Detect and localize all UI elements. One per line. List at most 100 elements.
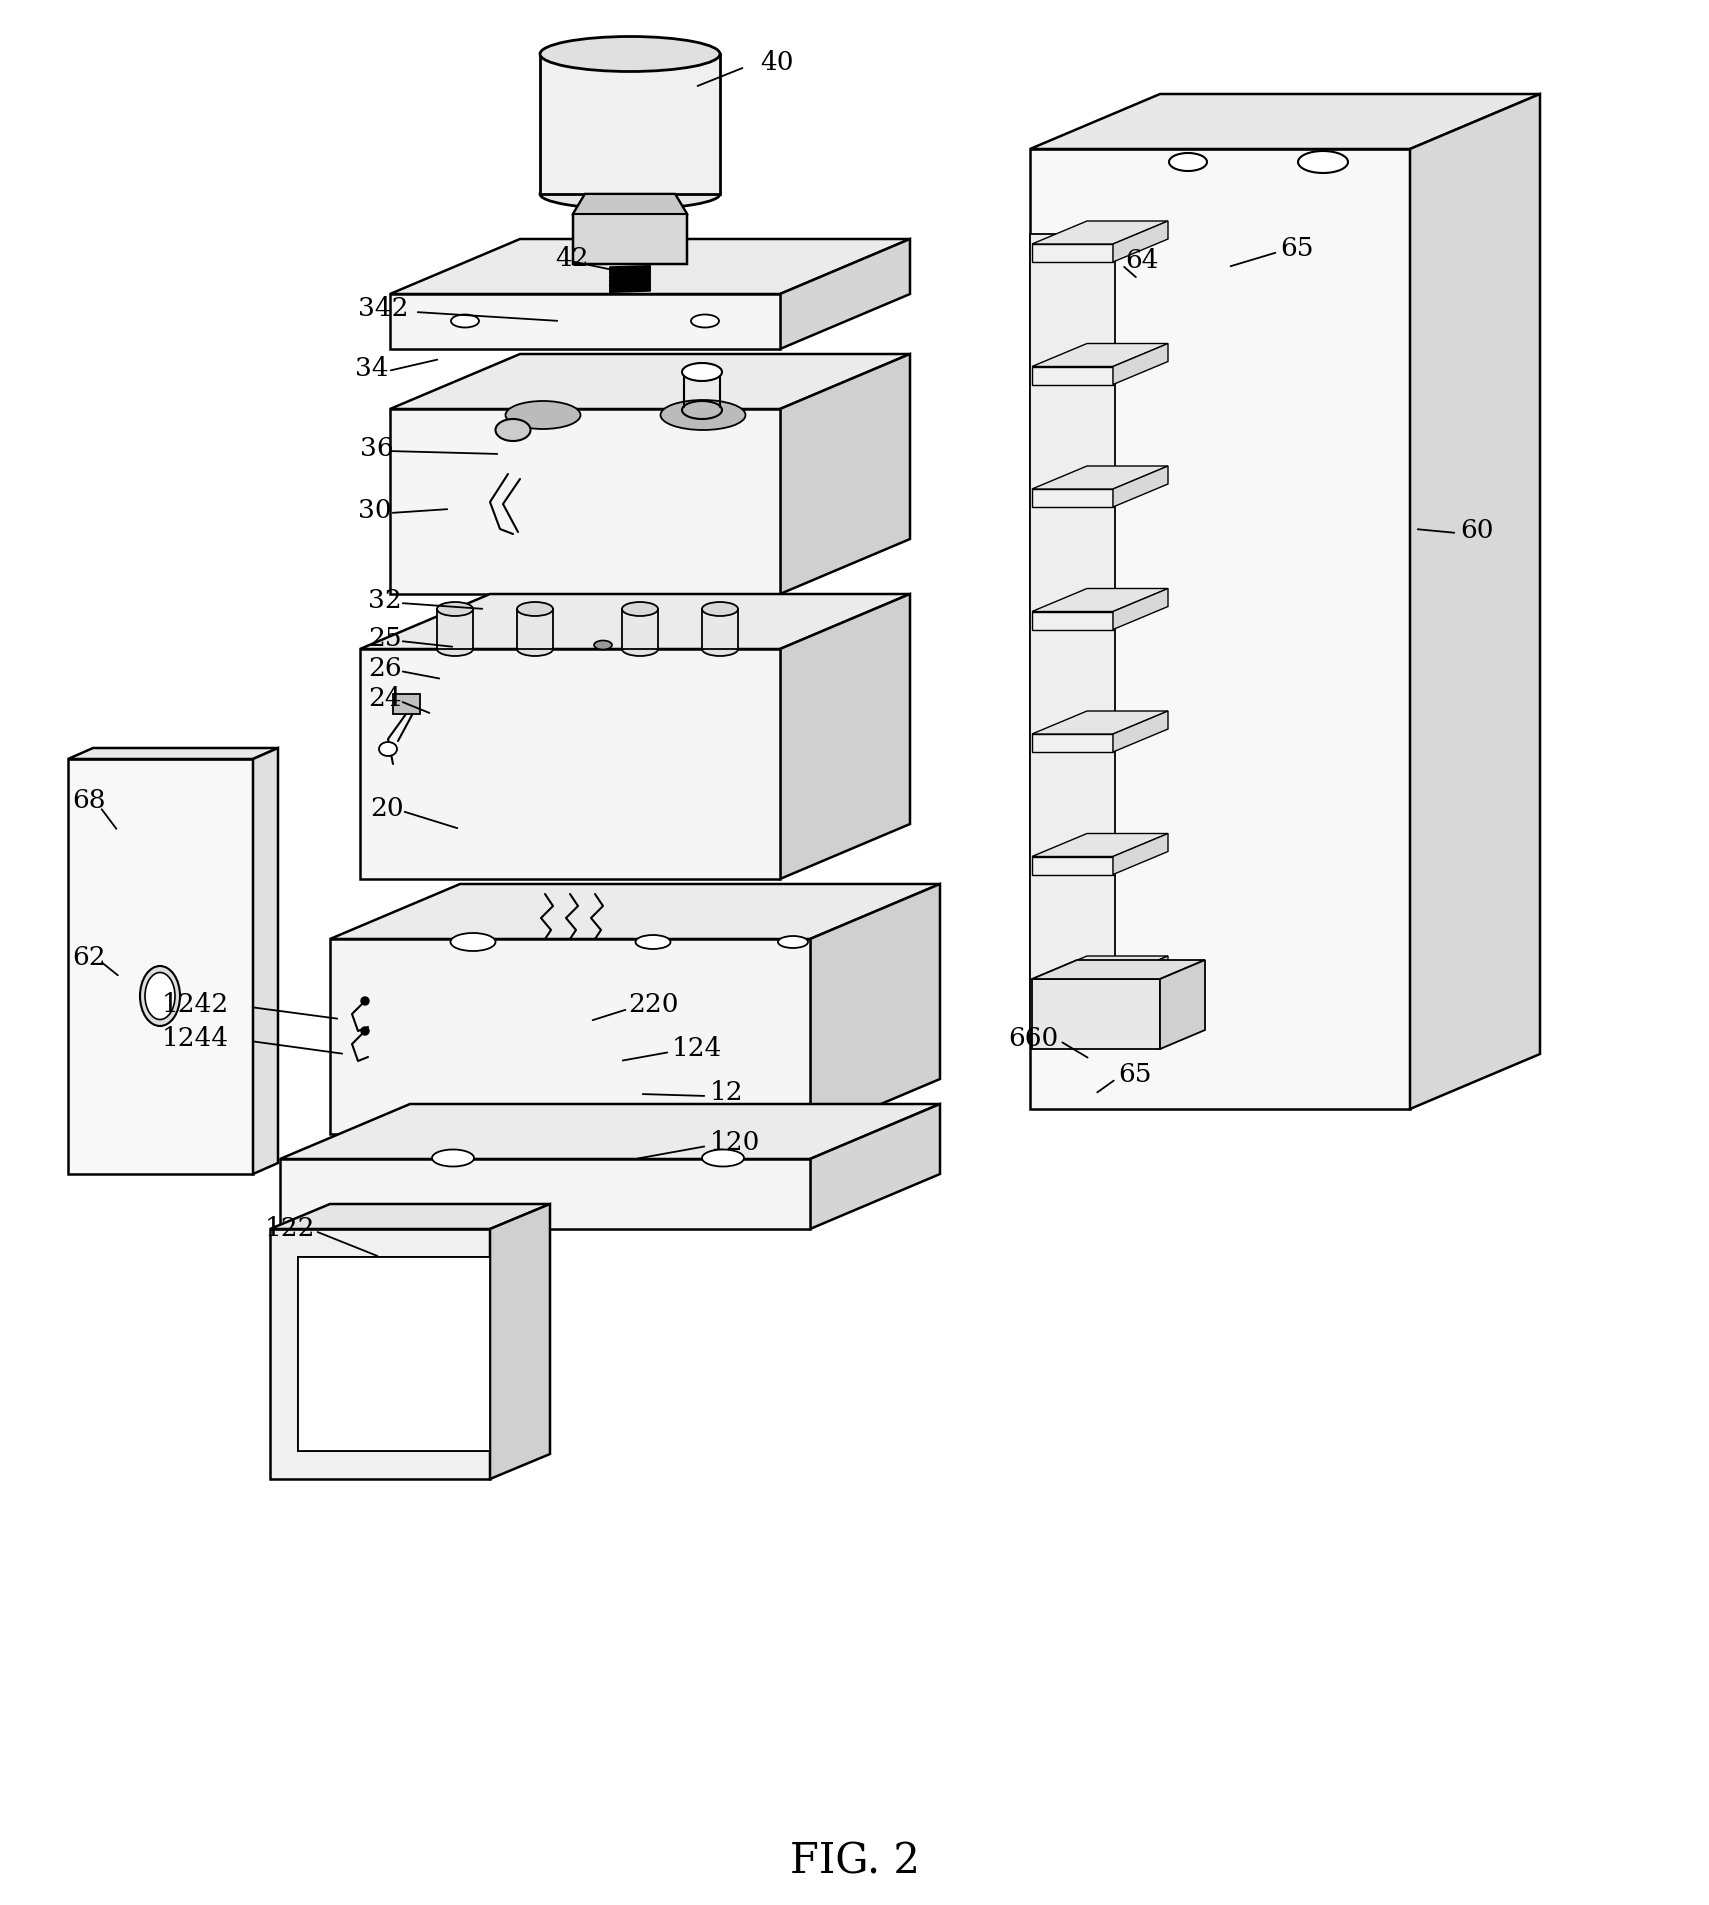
Text: 25: 25 [367,625,402,650]
Text: 36: 36 [361,434,393,461]
Polygon shape [1113,834,1167,874]
Polygon shape [390,240,909,295]
Ellipse shape [145,973,174,1019]
Polygon shape [810,1105,940,1229]
Polygon shape [438,610,473,650]
Polygon shape [702,610,738,650]
Text: 120: 120 [709,1130,761,1154]
Text: 34: 34 [355,356,388,381]
Polygon shape [1032,246,1113,263]
Polygon shape [1031,234,1114,1029]
Polygon shape [270,1204,550,1229]
Ellipse shape [506,402,581,431]
Text: 24: 24 [367,686,402,711]
Ellipse shape [438,642,473,657]
Polygon shape [390,295,779,351]
Text: 62: 62 [72,945,106,970]
Polygon shape [779,354,909,594]
Ellipse shape [682,364,721,381]
Circle shape [361,998,369,1006]
Ellipse shape [432,1151,473,1168]
Ellipse shape [636,935,670,949]
Text: 342: 342 [357,295,408,320]
Ellipse shape [778,937,808,949]
Ellipse shape [622,602,658,617]
Polygon shape [68,760,253,1173]
Text: 124: 124 [672,1034,723,1059]
Polygon shape [297,1257,490,1452]
Text: 12: 12 [709,1078,743,1103]
Polygon shape [810,884,940,1133]
Text: 65: 65 [1280,236,1314,261]
Text: 68: 68 [72,787,106,812]
Polygon shape [1032,589,1167,612]
Text: 660: 660 [1008,1025,1058,1050]
Ellipse shape [540,179,719,210]
Polygon shape [330,884,940,939]
Text: 1244: 1244 [162,1025,229,1050]
Polygon shape [280,1105,940,1160]
Polygon shape [540,55,719,194]
Ellipse shape [682,402,721,419]
Text: 42: 42 [555,246,588,271]
Ellipse shape [540,38,719,72]
Polygon shape [1113,467,1167,509]
Text: 1242: 1242 [162,993,229,1017]
Text: 20: 20 [371,794,403,819]
Ellipse shape [1169,154,1207,171]
Text: 30: 30 [357,497,391,522]
Polygon shape [518,610,554,650]
Polygon shape [779,594,909,880]
Ellipse shape [660,400,745,431]
Polygon shape [1160,960,1205,1050]
Polygon shape [1032,490,1113,509]
Ellipse shape [451,316,479,328]
Ellipse shape [690,316,719,328]
Polygon shape [1410,95,1540,1109]
Ellipse shape [622,642,658,657]
Text: 220: 220 [627,993,678,1017]
Ellipse shape [140,966,179,1027]
Ellipse shape [451,933,496,951]
Polygon shape [1113,221,1167,263]
Polygon shape [1032,956,1167,979]
Polygon shape [573,194,687,265]
Polygon shape [1032,735,1113,752]
Polygon shape [1031,150,1410,1109]
Ellipse shape [518,642,554,657]
Polygon shape [1032,221,1167,246]
Text: 40: 40 [761,50,793,74]
Text: 32: 32 [367,587,402,612]
Polygon shape [253,749,279,1173]
Polygon shape [1032,368,1113,385]
Text: 65: 65 [1118,1061,1152,1088]
Ellipse shape [379,743,396,756]
Ellipse shape [595,642,612,650]
Polygon shape [270,1229,490,1478]
Polygon shape [1032,612,1113,631]
Text: 60: 60 [1459,518,1494,543]
Ellipse shape [496,419,530,442]
Ellipse shape [702,642,738,657]
Text: 26: 26 [367,655,402,680]
Ellipse shape [1299,152,1348,173]
Polygon shape [573,194,687,215]
Polygon shape [361,650,779,880]
Polygon shape [1032,467,1167,490]
Polygon shape [1032,857,1113,874]
Ellipse shape [702,1151,743,1168]
Polygon shape [390,410,779,594]
Polygon shape [1032,712,1167,735]
Polygon shape [1032,834,1167,857]
Polygon shape [1113,712,1167,752]
Polygon shape [68,749,279,760]
Polygon shape [1032,345,1167,368]
Polygon shape [297,1257,490,1452]
Text: FIG. 2: FIG. 2 [790,1840,919,1882]
Text: 122: 122 [265,1215,316,1240]
Polygon shape [622,610,658,650]
Polygon shape [280,1160,810,1229]
Polygon shape [1032,979,1113,998]
Polygon shape [779,240,909,351]
Polygon shape [1032,960,1205,979]
